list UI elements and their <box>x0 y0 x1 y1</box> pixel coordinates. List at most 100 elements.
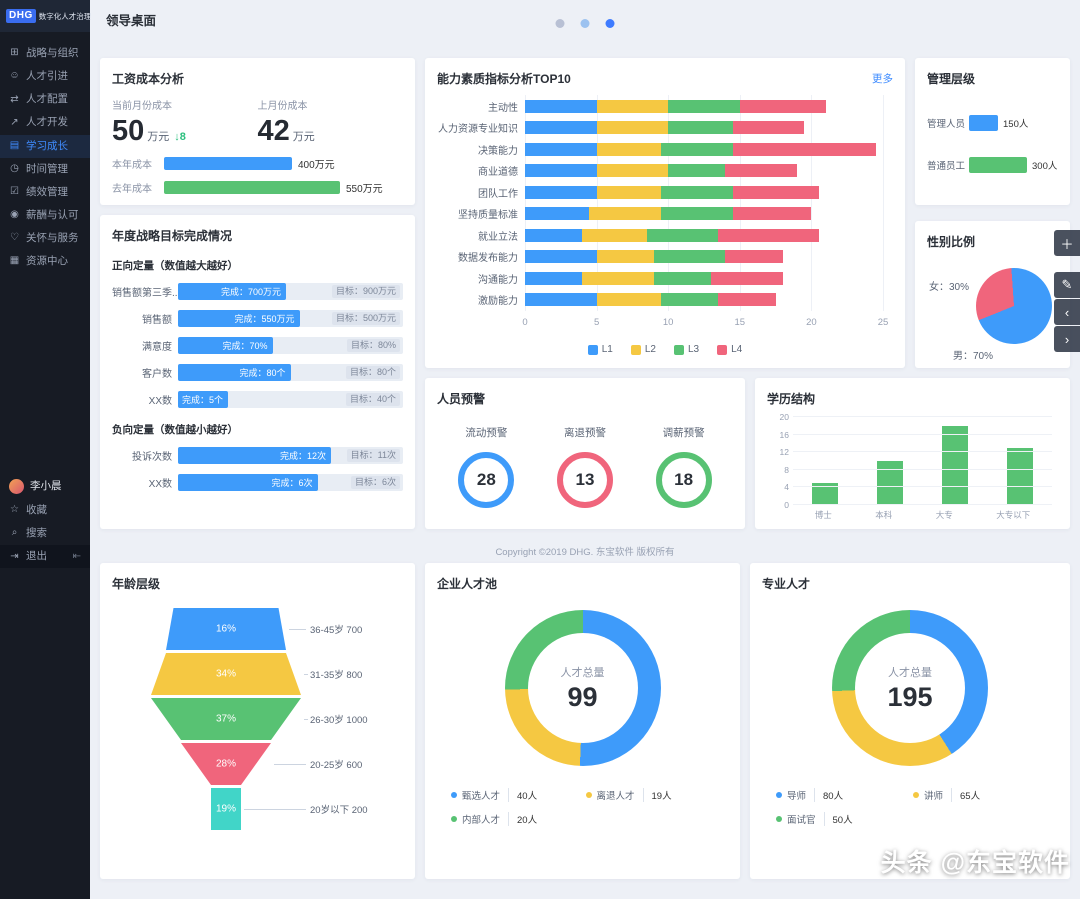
legend-item[interactable]: 讲师 65人 <box>913 788 1044 802</box>
funnel-pct-label: 19% <box>215 803 237 815</box>
salary-bar-label: 本年成本 <box>112 160 152 171</box>
favorites-button[interactable]: ☆ 收藏 <box>0 499 90 522</box>
salary-cost-card: 工资成本分析 当前月份成本 50 万元 ↓8 上月份成本 42 万元 本年成本 4… <box>100 58 415 205</box>
next-button[interactable]: › <box>1054 326 1080 352</box>
goal-row: XX数 完成：6次 目标：6次 <box>112 474 403 491</box>
legend-item[interactable]: 离退人才 19人 <box>585 788 715 802</box>
goal-progress-fill: 完成：70% <box>178 337 273 354</box>
legend-item-l4[interactable]: L4 <box>717 344 742 355</box>
goal-progress-track: 完成：12次 目标：11次 <box>178 447 403 464</box>
goal-done-text: 完成：12次 <box>279 451 326 461</box>
current-month-value: 50 <box>112 115 145 147</box>
collapse-sidebar-icon[interactable]: ⇤ <box>72 550 81 562</box>
salary-bar <box>164 181 340 194</box>
prev-button[interactable]: ‹ <box>1054 299 1080 325</box>
goal-target-text: 目标：500万元 <box>331 312 400 325</box>
sidebar-item-label: 人才配置 <box>26 93 68 106</box>
legend-item[interactable]: 面试官 50人 <box>776 812 907 826</box>
goal-label: 满意度 <box>142 342 172 353</box>
bar-segment-l3 <box>661 292 719 306</box>
user-profile[interactable]: 李小晨 <box>0 474 90 499</box>
male-label: 男：70% <box>953 351 994 362</box>
sidebar-item-label: 资源中心 <box>26 255 68 268</box>
pro-legend: 导师 80人 讲师 65人 面试官 50人 <box>762 788 1058 826</box>
bar-segment-l3 <box>668 164 726 178</box>
alert-label: 流动预警 <box>465 427 508 439</box>
sidebar-item-4[interactable]: ↗ 人才开发 <box>0 111 90 134</box>
legend-value: 50人 <box>823 812 853 826</box>
sidebar-item-9[interactable]: ♡ 关怀与服务 <box>0 227 90 250</box>
sidebar-item-1[interactable]: ⊞ 战略与组织 <box>0 42 90 65</box>
mgmt-bar <box>969 157 1027 173</box>
label-line <box>289 629 306 630</box>
funnel-segment: 16% <box>166 608 286 650</box>
star-icon: ☆ <box>10 504 19 516</box>
care-service-icon: ♡ <box>10 232 19 244</box>
pro-donut-center: 人才总量 195 <box>855 633 965 743</box>
sidebar-item-3[interactable]: ⇄ 人才配置 <box>0 88 90 111</box>
bar-segment-l3 <box>661 185 733 199</box>
y-tick-label: 20 <box>779 412 789 422</box>
goal-done-text: 完成：700万元 <box>220 287 281 297</box>
favorites-label: 收藏 <box>26 504 47 516</box>
legend-label: L3 <box>688 344 700 355</box>
pagination-dot-3[interactable] <box>605 19 615 28</box>
sidebar-item-10[interactable]: ▦ 资源中心 <box>0 250 90 273</box>
add-button[interactable]: ＋ <box>1054 230 1080 256</box>
pagination-dot-2[interactable] <box>580 19 590 28</box>
resource-center-icon: ▦ <box>9 255 20 267</box>
sidebar-item-7[interactable]: ☑ 绩效管理 <box>0 181 90 204</box>
bar-segment-l2 <box>596 292 662 306</box>
pro-card-title: 专业人才 <box>762 577 811 591</box>
talent-development-icon: ↗ <box>10 116 19 128</box>
bar-segment-l2 <box>596 250 654 264</box>
sidebar-item-8[interactable]: ◉ 薪酬与认可 <box>0 204 90 227</box>
pagination-dot-1[interactable] <box>555 19 565 28</box>
edit-button[interactable]: ✎ <box>1054 272 1080 298</box>
legend-item[interactable]: 内部人才 20人 <box>451 812 580 826</box>
alert-item: 流动预警 28 <box>458 425 515 508</box>
edit-icon: ✎ <box>1061 277 1073 292</box>
goal-progress-fill: 完成：5个 <box>178 391 228 408</box>
bar-segment-l4 <box>711 271 783 285</box>
funnel-pct-label: 16% <box>215 623 237 635</box>
pro-center-label: 人才总量 <box>888 666 932 679</box>
goal-row: 满意度 完成：70% 目标：80% <box>112 337 403 354</box>
capability-stacked-bar <box>525 121 883 135</box>
bar-segment-l2 <box>582 271 654 285</box>
goal-progress-track: 完成：6次 目标：6次 <box>178 474 403 491</box>
more-link[interactable]: 更多 <box>872 73 893 85</box>
bar-segment-l4 <box>718 292 776 306</box>
female-label: 女：30% <box>929 282 970 293</box>
legend-item-l2[interactable]: L2 <box>630 344 656 355</box>
bar-segment-l1 <box>525 121 597 135</box>
y-tick-label: 0 <box>784 500 789 510</box>
bar-segment-l3 <box>646 228 719 242</box>
performance-icon: ☑ <box>10 186 19 198</box>
legend-item[interactable]: 甄选人才 40人 <box>451 788 580 802</box>
chevron-right-icon: › <box>1064 331 1070 347</box>
goal-progress-track: 完成：70% 目标：80% <box>178 337 403 354</box>
goal-target-text: 目标：80个 <box>345 366 400 379</box>
sidebar-item-6[interactable]: ◷ 时间管理 <box>0 158 90 181</box>
copyright-text: Copyright ©2019 DHG. 东宝软件 版权所有 <box>495 547 675 558</box>
bar-segment-l3 <box>653 271 712 285</box>
y-tick-label: 16 <box>779 429 789 440</box>
alert-item: 调薪预警 18 <box>655 425 712 508</box>
legend-item[interactable]: 导师 80人 <box>776 788 907 802</box>
funnel-segment: 37% <box>151 698 301 740</box>
x-category-label: 大专以下 <box>996 510 1031 520</box>
capability-row: 就业立法 <box>437 228 883 243</box>
legend-item-l1[interactable]: L1 <box>587 344 613 355</box>
bar-segment-l4 <box>732 185 819 199</box>
legend-item-l3[interactable]: L3 <box>674 344 699 355</box>
bar-segment-l4 <box>732 142 876 156</box>
logout-button[interactable]: ⇥ 退出 ⇤ <box>0 545 90 569</box>
capability-card-title: 能力素质指标分析TOP10 <box>437 72 571 86</box>
search-button[interactable]: ⌕ 搜索 <box>0 522 90 545</box>
label-line <box>274 764 306 765</box>
x-category-label: 大专 <box>935 510 953 520</box>
legend-swatch <box>674 344 684 355</box>
sidebar-item-2[interactable]: ☺ 人才引进 <box>0 65 90 88</box>
sidebar-item-5[interactable]: ▤ 学习成长 <box>0 134 90 158</box>
